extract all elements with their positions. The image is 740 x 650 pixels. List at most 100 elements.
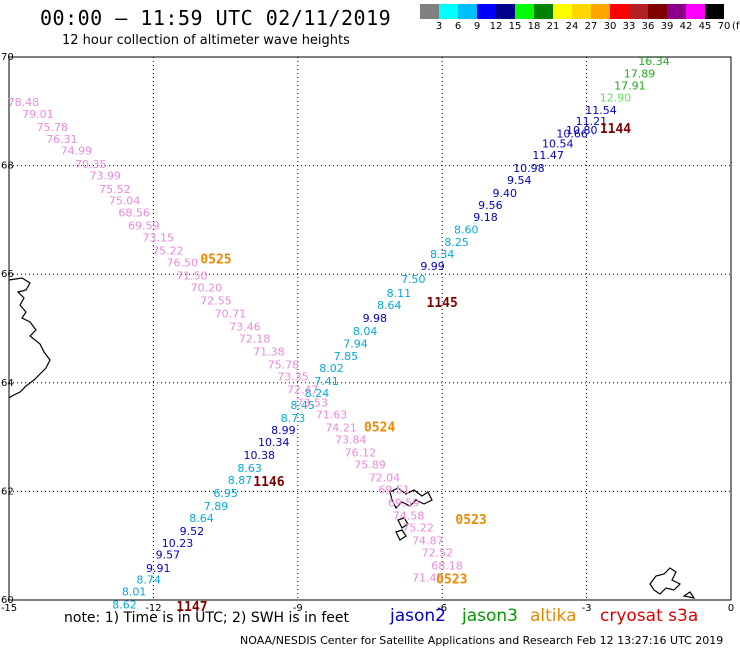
wave-height-label: 75.22 bbox=[152, 245, 184, 258]
lat-tick-label: 62 bbox=[1, 486, 14, 497]
wave-height-label: 75.78 bbox=[37, 121, 69, 134]
lat-tick-label: 70 bbox=[1, 52, 14, 63]
legend-label: 70 bbox=[717, 21, 731, 32]
wave-height-label: 8.74 bbox=[136, 574, 161, 587]
lat-tick-label: 60 bbox=[1, 595, 14, 606]
wave-height-label: 8.64 bbox=[377, 299, 402, 312]
wave-height-label: 8.62 bbox=[112, 599, 137, 612]
wave-height-label: 17.89 bbox=[624, 68, 656, 81]
lon-tick-label: -15 bbox=[1, 603, 17, 614]
wave-height-label: 74.58 bbox=[393, 510, 425, 523]
wave-height-label: 8.60 bbox=[454, 223, 479, 236]
satellite-name: altika bbox=[530, 606, 577, 626]
pass-time-label: 1144 bbox=[600, 122, 631, 137]
wave-height-label: 69.59 bbox=[388, 497, 420, 510]
legend-swatch bbox=[686, 4, 705, 19]
footer-note: note: 1) Time is in UTC; 2) SWH is in fe… bbox=[64, 610, 350, 626]
map-frame bbox=[8, 56, 732, 601]
legend-swatch bbox=[572, 4, 591, 19]
wave-height-label: 8.01 bbox=[122, 586, 147, 599]
legend-swatch bbox=[591, 4, 610, 19]
wave-height-label: 11.54 bbox=[585, 104, 617, 117]
pass-time-label: 0523 bbox=[436, 573, 467, 588]
satellite-name: cryosat s3a bbox=[600, 606, 699, 626]
legend-swatch bbox=[420, 4, 439, 19]
legend-label: 39 bbox=[660, 21, 674, 32]
wave-height-label: 73.53 bbox=[296, 397, 328, 410]
wave-height-label: 9.18 bbox=[473, 211, 498, 224]
wave-height-label: 8.45 bbox=[290, 399, 315, 412]
wave-height-label: 9.99 bbox=[420, 260, 445, 273]
wave-height-label: 7.89 bbox=[204, 500, 229, 513]
legend-swatch bbox=[705, 4, 724, 19]
wave-height-label: 10.34 bbox=[258, 436, 290, 449]
wave-height-label: 74.21 bbox=[325, 422, 357, 435]
pass-time-label: 0525 bbox=[200, 252, 231, 267]
legend-label: 21 bbox=[546, 21, 560, 32]
legend-label: 3 bbox=[435, 21, 443, 32]
legend-label: 42 bbox=[679, 21, 693, 32]
wave-height-label: 8.99 bbox=[271, 424, 296, 437]
legend-swatch bbox=[610, 4, 629, 19]
wave-height-label: 8.02 bbox=[319, 362, 344, 375]
wave-height-label: 11.21 bbox=[576, 115, 608, 128]
legend-swatch bbox=[439, 4, 458, 19]
wave-height-label: 76.31 bbox=[46, 133, 78, 146]
wave-height-label: 72.18 bbox=[239, 333, 271, 346]
wave-height-label: 7.41 bbox=[314, 375, 339, 388]
legend-unit: (ft) bbox=[732, 21, 740, 32]
lon-tick-label: 0 bbox=[728, 603, 734, 614]
lon-tick-label: -12 bbox=[145, 603, 161, 614]
wave-height-label: 76.12 bbox=[345, 447, 377, 460]
wave-height-label: 72.52 bbox=[422, 547, 454, 560]
wave-height-label: 10.66 bbox=[556, 127, 588, 140]
wave-height-label: 8.87 bbox=[228, 474, 253, 487]
iceland-coast bbox=[8, 277, 51, 399]
legend-swatch bbox=[648, 4, 667, 19]
wave-height-label: 8.64 bbox=[189, 512, 214, 525]
wave-height-label: 72.04 bbox=[369, 472, 401, 485]
wave-height-label: 10.80 bbox=[566, 124, 598, 137]
legend-label: 33 bbox=[622, 21, 636, 32]
wave-height-label: 8.63 bbox=[237, 462, 262, 475]
pass-time-label: 1146 bbox=[253, 475, 284, 490]
lat-tick-label: 68 bbox=[1, 161, 14, 172]
legend-label: 45 bbox=[698, 21, 712, 32]
wave-height-label: 71.63 bbox=[316, 409, 348, 422]
wave-height-label: 10.38 bbox=[244, 449, 276, 462]
wave-height-label: 9.98 bbox=[363, 312, 388, 325]
lon-tick-label: -3 bbox=[582, 603, 592, 614]
wave-height-label: 78.48 bbox=[8, 96, 40, 109]
wave-height-label: 76.50 bbox=[167, 257, 199, 270]
legend-swatch bbox=[667, 4, 686, 19]
wave-height-label: 70.35 bbox=[75, 158, 107, 171]
legend-label: 36 bbox=[641, 21, 655, 32]
legend-label: 30 bbox=[603, 21, 617, 32]
wave-height-label: 73.15 bbox=[142, 232, 174, 245]
lon-tick-label: -6 bbox=[437, 603, 447, 614]
legend-swatch bbox=[477, 4, 496, 19]
legend-swatch bbox=[553, 4, 572, 19]
wave-height-label: 8.34 bbox=[430, 248, 455, 261]
wave-height-label: 9.54 bbox=[507, 174, 532, 187]
wave-height-label: 72.55 bbox=[200, 295, 232, 308]
legend-swatch bbox=[515, 4, 534, 19]
legend-label: 6 bbox=[454, 21, 462, 32]
wave-height-label: 71.38 bbox=[253, 346, 285, 359]
wave-height-label: 69.59 bbox=[128, 220, 160, 233]
pass-time-label: 1147 bbox=[176, 600, 207, 615]
satellite-name: jason3 bbox=[462, 606, 518, 626]
wave-height-label: 10.23 bbox=[162, 537, 194, 550]
wave-height-label: 10.98 bbox=[513, 162, 545, 175]
faroe-islands-coast bbox=[389, 487, 433, 541]
legend-label: 18 bbox=[527, 21, 541, 32]
legend-swatch bbox=[458, 4, 477, 19]
pass-time-label: 0524 bbox=[364, 421, 395, 436]
wave-height-label: 68.56 bbox=[118, 207, 150, 220]
legend-swatch bbox=[629, 4, 648, 19]
wave-height-label: 17.91 bbox=[614, 80, 646, 93]
wave-height-label: 74.87 bbox=[412, 535, 444, 548]
page-title: 00:00 – 11:59 UTC 02/11/2019 bbox=[40, 6, 392, 30]
wave-height-label: 9.52 bbox=[180, 525, 205, 538]
